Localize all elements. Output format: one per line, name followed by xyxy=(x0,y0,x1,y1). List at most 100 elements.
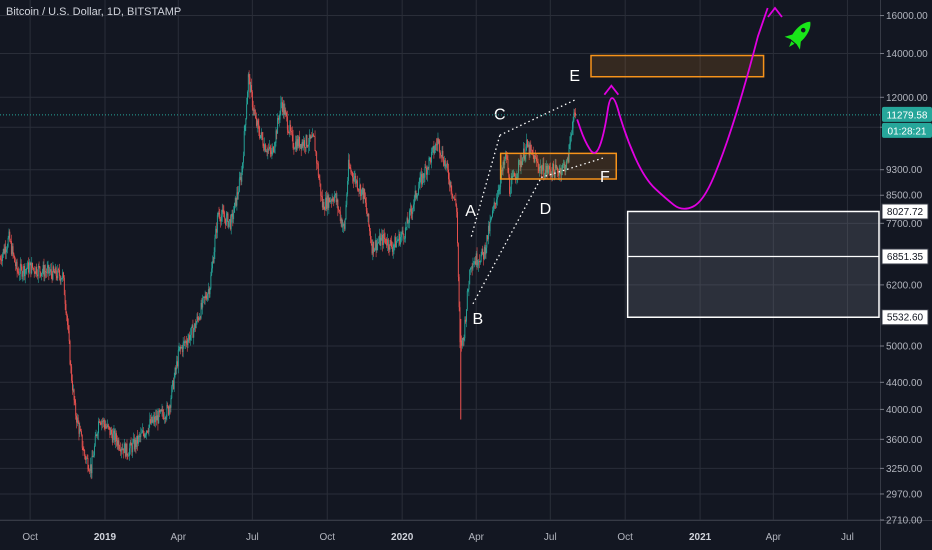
drawings: A B C D E F xyxy=(0,6,880,328)
candle-body xyxy=(392,247,394,252)
candle-body xyxy=(72,380,73,391)
candle-body xyxy=(422,173,424,178)
candle-body xyxy=(382,234,384,245)
candle-body xyxy=(281,102,283,104)
candle-body xyxy=(9,231,11,242)
candle-body xyxy=(158,410,160,424)
candle-body xyxy=(90,464,92,474)
candle-body xyxy=(403,233,405,239)
candle-body xyxy=(152,419,154,423)
candle-body xyxy=(321,195,323,197)
candle-body xyxy=(492,207,494,211)
candle-body xyxy=(33,268,35,273)
candle-body xyxy=(572,120,574,129)
candle-body xyxy=(430,157,432,163)
candle-body xyxy=(463,338,465,340)
candle-body xyxy=(260,135,261,138)
candle-body xyxy=(89,464,91,472)
candle-body xyxy=(27,262,29,269)
candle-body xyxy=(239,177,241,179)
y-tick-label: 3600.00 xyxy=(886,435,923,446)
candle-body xyxy=(341,218,343,228)
candle-body xyxy=(80,428,82,432)
candle-body xyxy=(99,422,101,424)
candle-body xyxy=(186,343,188,346)
candle-body xyxy=(247,91,248,105)
candle-body xyxy=(538,166,540,171)
candle-body xyxy=(113,430,115,434)
candle-body xyxy=(355,175,357,184)
candle-body xyxy=(442,150,444,161)
level-tag-label: 5532.60 xyxy=(887,313,924,324)
candle-body xyxy=(276,130,278,134)
candle-body xyxy=(435,144,437,146)
wave-label-e: E xyxy=(569,68,580,85)
candle-body xyxy=(182,342,184,352)
candle-body xyxy=(510,180,512,194)
candle-body xyxy=(312,134,314,137)
candle-body xyxy=(137,435,139,444)
candle-body xyxy=(422,173,423,185)
candle-body xyxy=(57,268,59,279)
x-tick-label: Jul xyxy=(841,532,854,543)
candle-body xyxy=(334,195,336,202)
candle-body xyxy=(397,240,399,242)
candle-body xyxy=(128,455,130,457)
candle-body xyxy=(453,196,455,200)
candle-body xyxy=(365,198,366,203)
candle-body xyxy=(516,177,518,178)
candle-body xyxy=(379,235,381,246)
candle-body xyxy=(102,420,104,422)
candle-body xyxy=(458,276,460,308)
candle-body xyxy=(314,136,316,152)
candle-body xyxy=(115,433,117,442)
candle-body xyxy=(230,216,232,230)
candle-body xyxy=(198,317,200,320)
candle-body xyxy=(6,249,7,253)
candle-body xyxy=(417,194,419,197)
candle-body xyxy=(238,178,240,192)
candle-body xyxy=(398,233,400,241)
candle-body xyxy=(514,176,516,180)
candle-body xyxy=(255,114,257,119)
candle-body xyxy=(262,137,264,146)
candle-body xyxy=(566,160,568,168)
candle-body xyxy=(352,177,354,182)
candle-body xyxy=(128,448,130,456)
candle-body xyxy=(205,295,207,299)
candle-body xyxy=(400,236,401,245)
candle-body xyxy=(569,142,571,145)
candle-body xyxy=(120,449,121,452)
candle-body xyxy=(404,238,406,240)
candle-body xyxy=(531,149,533,151)
candle-body xyxy=(439,140,441,153)
candle-body xyxy=(479,261,481,263)
candle-body xyxy=(252,106,254,111)
candle-body xyxy=(478,260,480,265)
candle-body xyxy=(59,276,61,282)
candle-body xyxy=(518,160,520,161)
candle-body xyxy=(503,162,505,165)
candle-body xyxy=(280,102,282,112)
candle-body xyxy=(58,270,60,277)
rocket-window xyxy=(800,27,806,33)
y-tick-label: 14000.00 xyxy=(886,49,928,60)
candle-body xyxy=(190,327,192,335)
candle-body xyxy=(541,169,543,174)
candle-body xyxy=(286,116,288,130)
candle-body xyxy=(370,239,372,244)
candle-body xyxy=(272,146,274,152)
x-tick-label: 2019 xyxy=(94,532,117,543)
candle-body xyxy=(529,144,531,156)
candle-body xyxy=(559,168,561,172)
candle-body xyxy=(299,144,301,148)
candle-body xyxy=(552,163,554,177)
candle-body xyxy=(315,151,317,153)
candle-body xyxy=(151,416,153,423)
candle-body xyxy=(571,128,573,134)
candle-body xyxy=(501,169,503,172)
candle-body xyxy=(551,173,553,177)
candle-body xyxy=(122,448,124,450)
